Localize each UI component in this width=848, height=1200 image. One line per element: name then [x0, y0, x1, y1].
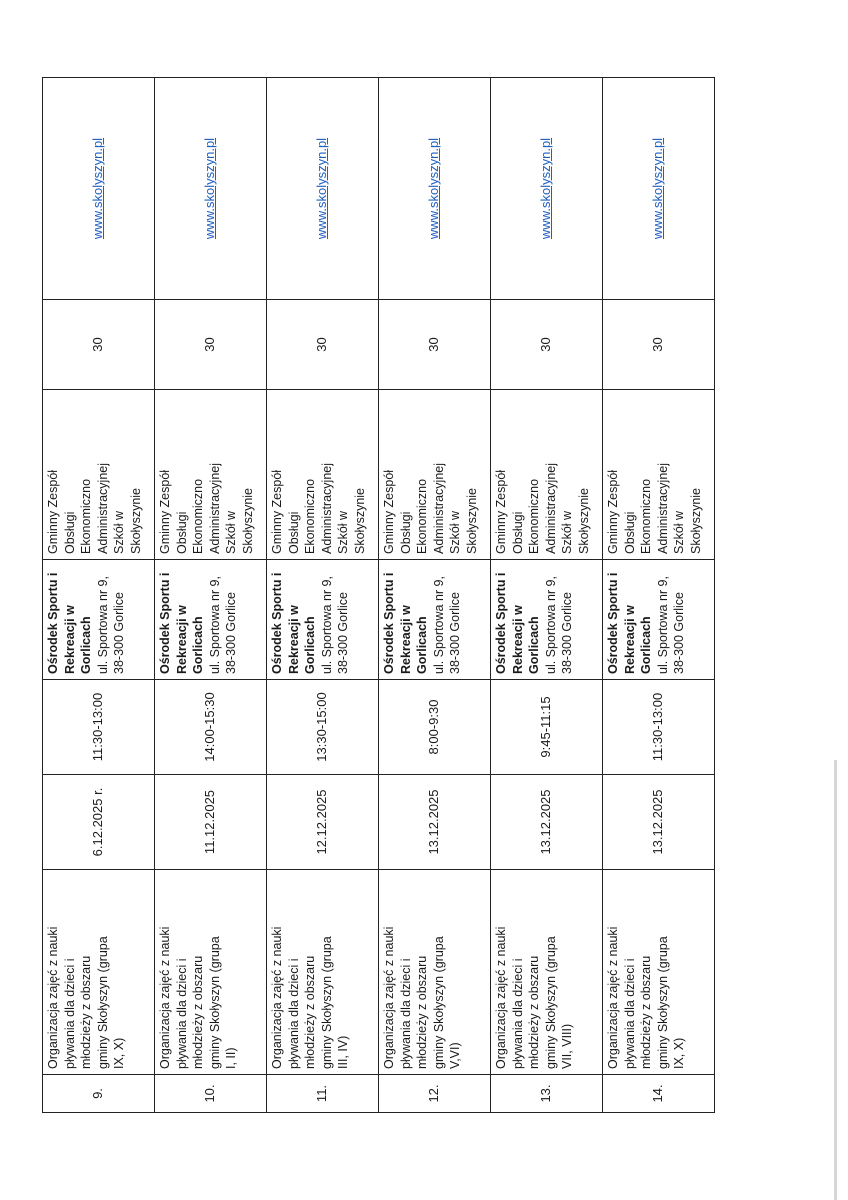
row-number: 9.: [42, 1074, 155, 1113]
activity-description: Organizacja zajęć z nauki pływania dla d…: [266, 869, 379, 1075]
participant-count: 30: [602, 299, 715, 390]
table-row: 12. Organizacja zajęć z nauki pływania dl…: [378, 77, 491, 1113]
organizer: Gminny Zespół Obsługi Ekonomiczno Admini…: [154, 389, 267, 560]
table-row: 11. Organizacja zajęć z nauki pływania dl…: [266, 77, 379, 1113]
activity-date: 13.12.2025: [602, 774, 715, 870]
activity-time: 14:00-15:30: [154, 679, 267, 775]
organizer: Gminny Zespół Obsługi Ekonomiczno Admini…: [266, 389, 379, 560]
row-number: 13.: [490, 1074, 603, 1113]
schedule-table: 9. Organizacja zajęć z nauki pływania dla…: [42, 77, 715, 1113]
website-cell: www.skolyszyn.pl: [490, 77, 603, 300]
table-row: 10. Organizacja zajęć z nauki pływania dl…: [154, 77, 267, 1113]
website-cell: www.skolyszyn.pl: [266, 77, 379, 300]
table-row: 9. Organizacja zajęć z nauki pływania dla…: [42, 77, 155, 1113]
activity-time: 13:30-15:00: [266, 679, 379, 775]
place-address: ul. Sportowa nr 9, 38-300 Gorlice: [543, 576, 575, 674]
website-link[interactable]: www.skolyszyn.pl: [314, 137, 330, 240]
participant-count: 30: [266, 299, 379, 390]
activity-place: Ośrodek Sportu i Rekreacji w Gorlicach u…: [266, 559, 379, 680]
activity-description: Organizacja zajęć z nauki pływania dla d…: [602, 869, 715, 1075]
activity-place: Ośrodek Sportu i Rekreacji w Gorlicach u…: [490, 559, 603, 680]
website-cell: www.skolyszyn.pl: [42, 77, 155, 300]
table-row: 14. Organizacja zajęć z nauki pływania dl…: [602, 77, 715, 1113]
activity-date: 6.12.2025 r.: [42, 774, 155, 870]
activity-place: Ośrodek Sportu i Rekreacji w Gorlicach u…: [378, 559, 491, 680]
organizer: Gminny Zespół Obsługi Ekonomiczno Admini…: [42, 389, 155, 560]
activity-date: 13.12.2025: [490, 774, 603, 870]
activity-description: Organizacja zajęć z nauki pływania dla d…: [378, 869, 491, 1075]
organizer: Gminny Zespół Obsługi Ekonomiczno Admini…: [602, 389, 715, 560]
website-link[interactable]: www.skolyszyn.pl: [538, 137, 554, 240]
place-address: ul. Sportowa nr 9, 38-300 Gorlice: [207, 576, 239, 674]
activity-description: Organizacja zajęć z nauki pływania dla d…: [154, 869, 267, 1075]
organizer: Gminny Zespół Obsługi Ekonomiczno Admini…: [490, 389, 603, 560]
place-address: ul. Sportowa nr 9, 38-300 Gorlice: [655, 576, 687, 674]
row-number: 11.: [266, 1074, 379, 1113]
participant-count: 30: [154, 299, 267, 390]
row-number: 12.: [378, 1074, 491, 1113]
website-cell: www.skolyszyn.pl: [602, 77, 715, 300]
place-address: ul. Sportowa nr 9, 38-300 Gorlice: [319, 576, 351, 674]
activity-date: 11.12.2025: [154, 774, 267, 870]
activity-date: 12.12.2025: [266, 774, 379, 870]
activity-place: Ośrodek Sportu i Rekreacji w Gorlicach u…: [602, 559, 715, 680]
activity-time: 11:30-13:00: [42, 679, 155, 775]
participant-count: 30: [490, 299, 603, 390]
row-number: 14.: [602, 1074, 715, 1113]
place-name: Ośrodek Sportu i Rekreacji w Gorlicach: [270, 572, 317, 674]
activity-time: 9:45-11:15: [490, 679, 603, 775]
place-name: Ośrodek Sportu i Rekreacji w Gorlicach: [158, 572, 205, 674]
activity-description: Organizacja zajęć z nauki pływania dla d…: [490, 869, 603, 1075]
activity-time: 8:00-9:30: [378, 679, 491, 775]
organizer: Gminny Zespół Obsługi Ekonomiczno Admini…: [378, 389, 491, 560]
website-link[interactable]: www.skolyszyn.pl: [650, 137, 666, 240]
website-cell: www.skolyszyn.pl: [378, 77, 491, 300]
activity-description: Organizacja zajęć z nauki pływania dla d…: [42, 869, 155, 1075]
website-link[interactable]: www.skolyszyn.pl: [90, 137, 106, 240]
activity-date: 13.12.2025: [378, 774, 491, 870]
place-name: Ośrodek Sportu i Rekreacji w Gorlicach: [494, 572, 541, 674]
rotated-schedule-table-container: 9. Organizacja zajęć z nauki pływania dla…: [42, 77, 715, 1113]
scan-edge-shadow: [834, 760, 837, 1200]
table-row: 13. Organizacja zajęć z nauki pływania dl…: [490, 77, 603, 1113]
place-address: ul. Sportowa nr 9, 38-300 Gorlice: [95, 576, 127, 674]
row-number: 10.: [154, 1074, 267, 1113]
place-name: Ośrodek Sportu i Rekreacji w Gorlicach: [606, 572, 653, 674]
place-address: ul. Sportowa nr 9, 38-300 Gorlice: [431, 576, 463, 674]
website-link[interactable]: www.skolyszyn.pl: [426, 137, 442, 240]
participant-count: 30: [378, 299, 491, 390]
participant-count: 30: [42, 299, 155, 390]
place-name: Ośrodek Sportu i Rekreacji w Gorlicach: [382, 572, 429, 674]
activity-place: Ośrodek Sportu i Rekreacji w Gorlicach u…: [154, 559, 267, 680]
website-cell: www.skolyszyn.pl: [154, 77, 267, 300]
website-link[interactable]: www.skolyszyn.pl: [202, 137, 218, 240]
activity-place: Ośrodek Sportu i Rekreacji w Gorlicach u…: [42, 559, 155, 680]
place-name: Ośrodek Sportu i Rekreacji w Gorlicach: [46, 572, 93, 674]
activity-time: 11:30-13:00: [602, 679, 715, 775]
